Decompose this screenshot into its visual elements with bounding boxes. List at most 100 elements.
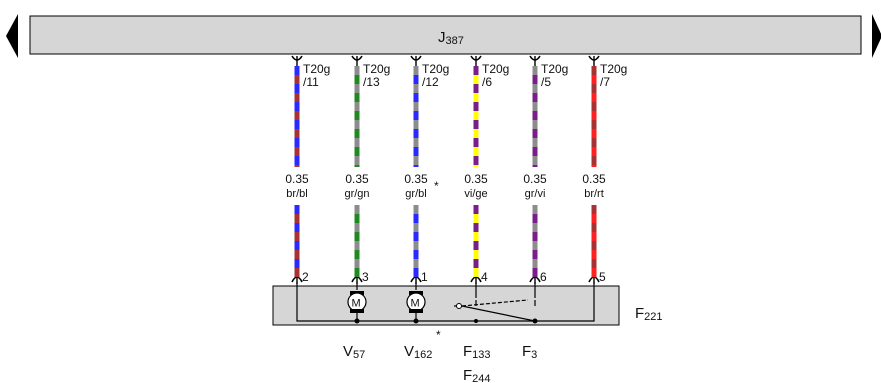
wire-1-lower-segment	[294, 214, 300, 223]
connector-label-line1: T20g	[303, 62, 330, 76]
wire-color-code: gr/bl	[405, 188, 426, 200]
wire-4-upper-segment	[473, 93, 479, 102]
wire-5-upper-segment	[532, 129, 538, 138]
wire-1-upper-segment	[294, 147, 300, 156]
wire-4-lower-segment	[473, 268, 479, 277]
wire-1-upper-segment	[294, 75, 300, 84]
wire-4-upper-segment	[473, 165, 479, 167]
wire-1-upper-segment	[294, 102, 300, 111]
connector-2: T20g/13 0.35 gr/gn 3	[344, 55, 390, 284]
wire-size-label: 0.35	[404, 172, 428, 186]
component-label-f3: F3	[522, 343, 537, 361]
connector-6: T20g/7 0.35 br/rt 5	[582, 55, 627, 284]
wire-6-upper-segment	[591, 129, 597, 138]
wire-4-lower-segment	[473, 223, 479, 232]
wire-size-label: 0.35	[464, 172, 488, 186]
pin-number: 5	[599, 270, 606, 284]
wire-5-lower-segment	[532, 223, 538, 232]
wire-4-upper-segment	[473, 84, 479, 93]
connector-label-line2: /12	[422, 75, 439, 89]
control-unit-label: J387	[438, 29, 464, 47]
wire-3-upper-segment	[413, 75, 419, 84]
connector-label-line2: /13	[363, 75, 380, 89]
wire-5-upper-segment	[532, 102, 538, 111]
wire-2-upper-segment	[354, 111, 360, 120]
wire-6-upper-segment	[591, 75, 597, 84]
pin-number: 1	[421, 270, 428, 284]
connector-label-line2: /7	[600, 75, 610, 89]
wire-3-lower-segment	[413, 223, 419, 232]
wire-5-lower-segment	[532, 232, 538, 241]
wire-size-label: 0.35	[285, 172, 309, 186]
wire-5-lower-segment	[532, 268, 538, 277]
switch-pivot-icon	[456, 303, 462, 309]
wire-color-code: gr/gn	[344, 188, 369, 200]
wire-3-upper-segment	[413, 111, 419, 120]
motor-v57-icon: M	[347, 291, 367, 313]
wire-5-upper-segment	[532, 156, 538, 165]
wire-4-lower-segment	[473, 214, 479, 223]
wire-color-code: gr/vi	[525, 188, 546, 200]
wire-5-upper-segment	[532, 84, 538, 93]
wire-2-upper-segment	[354, 120, 360, 129]
wire-1-upper-segment	[294, 111, 300, 120]
wire-5-upper-segment	[532, 111, 538, 120]
wire-3-lower-segment	[413, 205, 419, 214]
wire-3-lower-segment	[413, 259, 419, 268]
pin-number: 4	[481, 270, 488, 284]
wire-2-upper-segment	[354, 156, 360, 165]
wire-3-upper-segment	[413, 120, 419, 129]
wire-3-upper-segment	[413, 93, 419, 102]
connector-label-line1: T20g	[363, 62, 390, 76]
wire-2-upper-segment	[354, 75, 360, 84]
wire-5-upper-segment	[532, 75, 538, 84]
wire-4-upper-segment	[473, 147, 479, 156]
svg-text:M: M	[411, 298, 420, 310]
wire-6-lower-segment	[591, 268, 597, 277]
wire-4-upper-segment	[473, 156, 479, 165]
wire-1-upper-segment	[294, 165, 300, 167]
wire-6-upper-segment	[591, 84, 597, 93]
wire-5-upper-segment	[532, 165, 538, 167]
wire-3-lower-segment	[413, 214, 419, 223]
wire-2-lower-segment	[354, 232, 360, 241]
wire-size-label: 0.35	[582, 172, 606, 186]
wire-6-lower-segment	[591, 259, 597, 268]
wire-3-lower-segment	[413, 232, 419, 241]
wire-4-lower-segment	[473, 232, 479, 241]
wire-4-upper-segment	[473, 75, 479, 84]
wire-1-lower-segment	[294, 259, 300, 268]
wire-2-upper-segment	[354, 93, 360, 102]
wire-6-lower-segment	[591, 250, 597, 259]
motor-v162-icon: M	[406, 291, 426, 313]
wire-4-upper-segment	[473, 102, 479, 111]
wire-size-label: 0.35	[345, 172, 369, 186]
wire-3-lower-segment	[413, 268, 419, 277]
box-label-f221: F221	[635, 305, 663, 323]
wire-1-upper-segment	[294, 129, 300, 138]
wire-2-lower-segment	[354, 241, 360, 250]
wire-2-lower-segment	[354, 250, 360, 259]
left-arrow-icon	[6, 14, 18, 58]
wire-3-upper-segment	[413, 129, 419, 138]
wire-2-upper-segment	[354, 147, 360, 156]
wire-1-lower-segment	[294, 250, 300, 259]
wire-1-upper-segment	[294, 66, 300, 75]
wire-2-lower-segment	[354, 214, 360, 223]
wire-color-code: vi/ge	[464, 188, 487, 200]
component-label-v162: V162	[404, 343, 432, 361]
wire-size-label: 0.35	[523, 172, 547, 186]
wire-6-upper-segment	[591, 111, 597, 120]
right-arrow-icon	[872, 14, 881, 58]
wire-5-upper-segment	[532, 93, 538, 102]
pin-number: 2	[302, 270, 309, 284]
wire-6-upper-segment	[591, 156, 597, 165]
wire-5-lower-segment	[532, 250, 538, 259]
wire-2-upper-segment	[354, 129, 360, 138]
wire-6-lower-segment	[591, 241, 597, 250]
wire-4-lower-segment	[473, 241, 479, 250]
connector-label-line2: /11	[303, 75, 319, 89]
wire-2-lower-segment	[354, 268, 360, 277]
component-label-f133: F133	[463, 343, 491, 361]
wire-3-upper-segment	[413, 138, 419, 147]
